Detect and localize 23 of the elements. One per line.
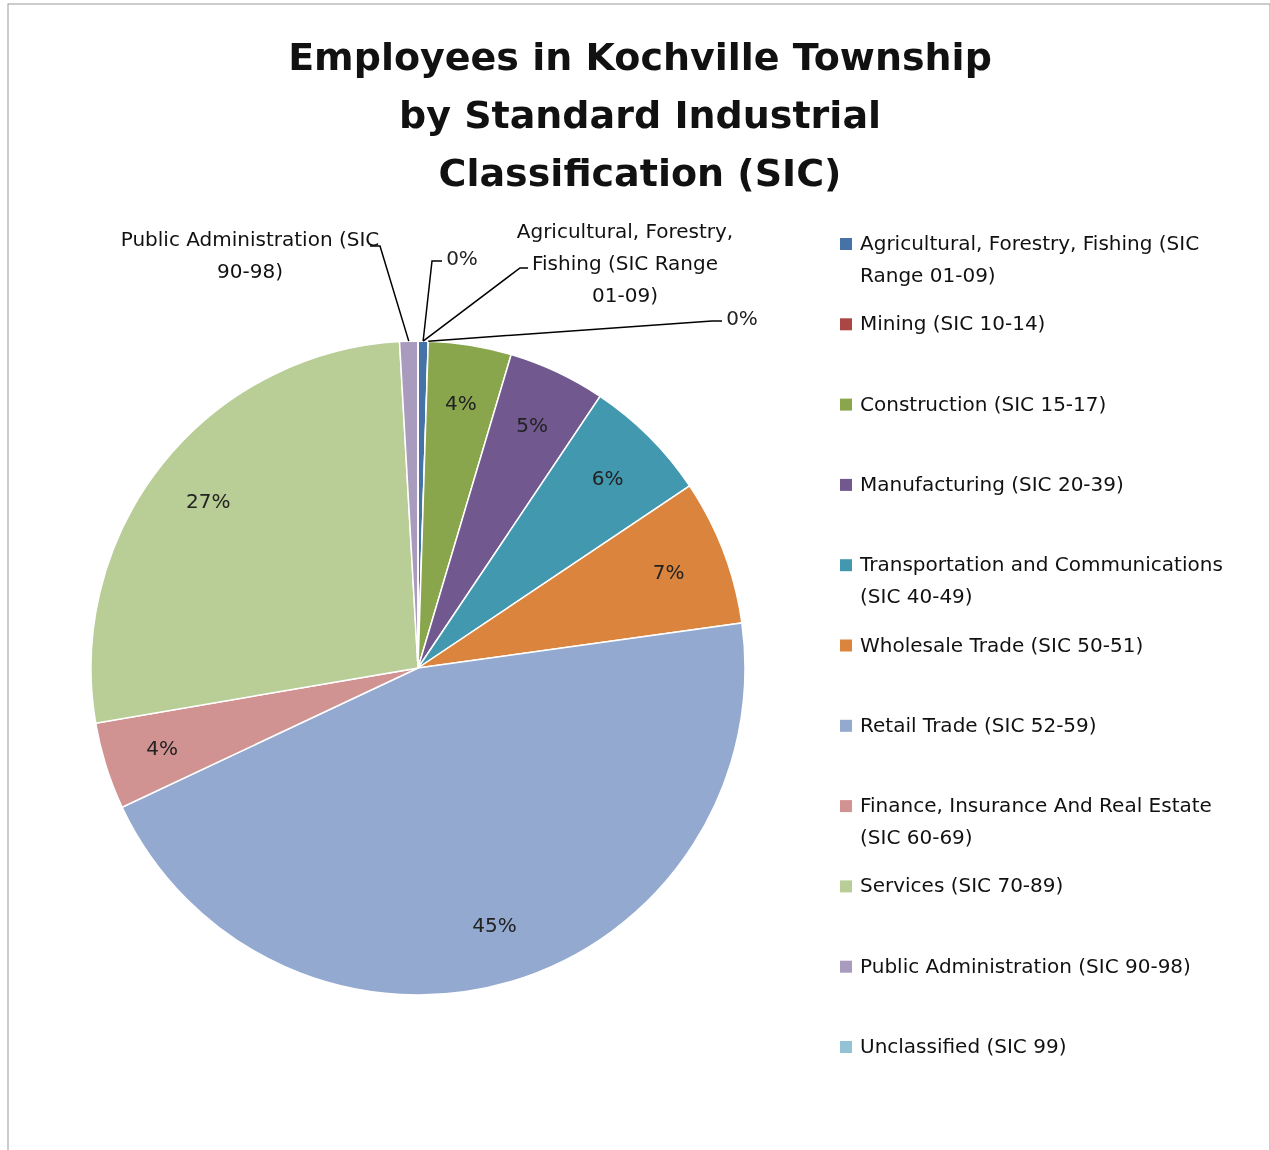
legend-label: Mining (SIC 10-14) xyxy=(860,311,1046,336)
chart-title: Employees in Kochville Township by Standard Industrial Classification (SIC) xyxy=(288,35,992,195)
data-label: 4% xyxy=(146,736,179,761)
legend-label: Finance, Insurance And Real Estate (SIC 60-69) xyxy=(860,793,1212,850)
legend-label: Wholesale Trade (SIC 50-51) xyxy=(860,632,1144,657)
legend-label: Unclassified (SIC 99) xyxy=(860,1034,1067,1058)
data-label: 6% xyxy=(591,466,624,491)
data-label: 27% xyxy=(185,489,231,514)
legend-label: Retail Trade (SIC 52-59) xyxy=(860,712,1097,737)
text: Public Administration (SIC 90-98) xyxy=(120,227,380,283)
text: Agricultural, Forestry, Fishing (SIC Range 01-09) xyxy=(516,219,734,307)
data-label: 5% xyxy=(516,413,549,438)
legend-label: Transportation and Communications (SIC 40-49) xyxy=(859,552,1223,609)
legend-label: Agricultural, Forestry, Fishing (SIC Range 01-09) xyxy=(860,231,1200,287)
data-label: 0% xyxy=(446,246,478,270)
text: 0% xyxy=(726,306,758,330)
data-label: 45% xyxy=(472,913,517,938)
data-label: 7% xyxy=(652,560,685,585)
legend-label: Public Administration (SIC 90-98) xyxy=(860,953,1191,978)
legend-label: Construction (SIC 15-17) xyxy=(860,391,1107,416)
legend-label: Services (SIC 70-89) xyxy=(860,873,1064,898)
legend-label: Manufacturing (SIC 20-39) xyxy=(860,471,1124,496)
data-label: 4% xyxy=(444,391,477,416)
